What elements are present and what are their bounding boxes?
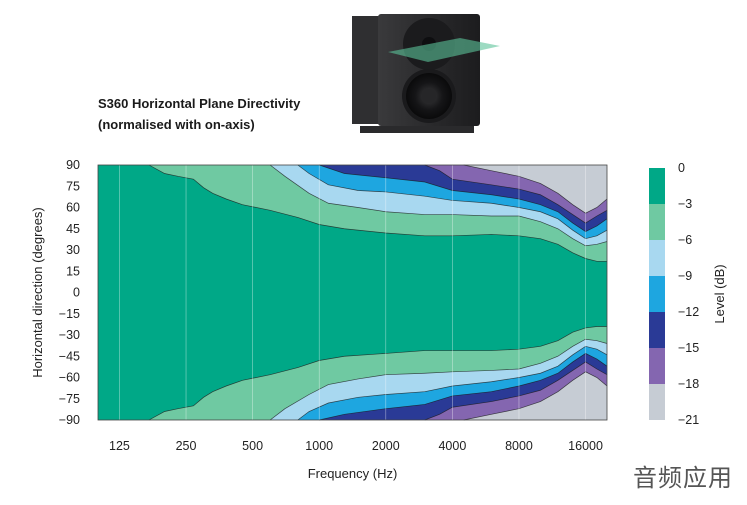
x-tick-label: 1000 <box>305 439 333 453</box>
colorbar-label: Level (dB) <box>712 264 727 323</box>
contour-line-upper-minus15 <box>424 164 608 224</box>
colorbar-swatch <box>649 276 665 312</box>
contour-line-upper-minus18 <box>463 164 608 214</box>
colorbar-swatch <box>649 384 665 420</box>
contour-line-lower-minus15 <box>424 361 608 421</box>
x-tick-label: 4000 <box>438 439 466 453</box>
contour-line-lower-minus9 <box>297 345 608 421</box>
y-tick-label: −75 <box>59 392 80 406</box>
colorbar-swatch <box>649 348 665 384</box>
colorbar-tick-label: −6 <box>678 233 692 247</box>
watermark: 音频应用 <box>633 464 733 492</box>
contour-line-lower-minus3 <box>148 326 607 421</box>
y-tick-label: −90 <box>59 413 80 427</box>
y-tick-label: 15 <box>66 264 80 278</box>
colorbar-swatch <box>649 312 665 348</box>
colorbar-tick-label: −9 <box>678 269 692 283</box>
x-tick-label: 16000 <box>568 439 603 453</box>
band-minus3 <box>98 165 607 420</box>
speaker-stand <box>360 126 474 133</box>
y-tick-label: 45 <box>66 222 80 236</box>
y-tick-label: 75 <box>66 179 80 193</box>
y-tick-label: 60 <box>66 201 80 215</box>
y-tick-label: 0 <box>73 286 80 300</box>
y-tick-label: −30 <box>59 328 80 342</box>
colorbar-tick-label: −15 <box>678 341 699 355</box>
colorbar-swatch <box>649 240 665 276</box>
x-tick-label: 2000 <box>372 439 400 453</box>
x-tick-label: 8000 <box>505 439 533 453</box>
plot-frame <box>97 164 608 421</box>
speaker-cabinet-side <box>352 16 380 124</box>
x-tick-label: 500 <box>242 439 263 453</box>
y-tick-label: −45 <box>59 349 80 363</box>
colorbar-tick-label: −21 <box>678 413 699 427</box>
chart-subtitle: (normalised with on-axis) <box>98 117 255 132</box>
colorbar-tick-label: −12 <box>678 305 699 319</box>
contour-line-upper-minus3 <box>148 164 607 262</box>
y-tick-label: 90 <box>66 158 80 172</box>
colorbar-swatch <box>649 168 665 204</box>
y-axis-label: Horizontal direction (degrees) <box>30 207 45 378</box>
contour-line-upper-minus9 <box>297 164 608 240</box>
y-tick-label: 30 <box>66 243 80 257</box>
speaker-product-image <box>352 14 500 133</box>
y-tick-label: −60 <box>59 371 80 385</box>
colorbar-swatch <box>649 204 665 240</box>
contour-line-lower-minus6 <box>269 338 608 421</box>
colorbar-tick-label: 0 <box>678 161 685 175</box>
horizontal-plane-indicator <box>388 38 500 62</box>
contour-line-upper-minus6 <box>269 164 608 247</box>
x-tick-label: 125 <box>109 439 130 453</box>
chart-title: S360 Horizontal Plane Directivity <box>98 96 301 111</box>
x-tick-label: 250 <box>176 439 197 453</box>
speaker-dust-cap <box>422 89 436 103</box>
y-tick-label: −15 <box>59 307 80 321</box>
contour-line-lower-minus18 <box>463 371 608 421</box>
colorbar-tick-label: −18 <box>678 377 699 391</box>
colorbar-tick-label: −3 <box>678 197 692 211</box>
x-axis-label: Frequency (Hz) <box>308 466 398 481</box>
